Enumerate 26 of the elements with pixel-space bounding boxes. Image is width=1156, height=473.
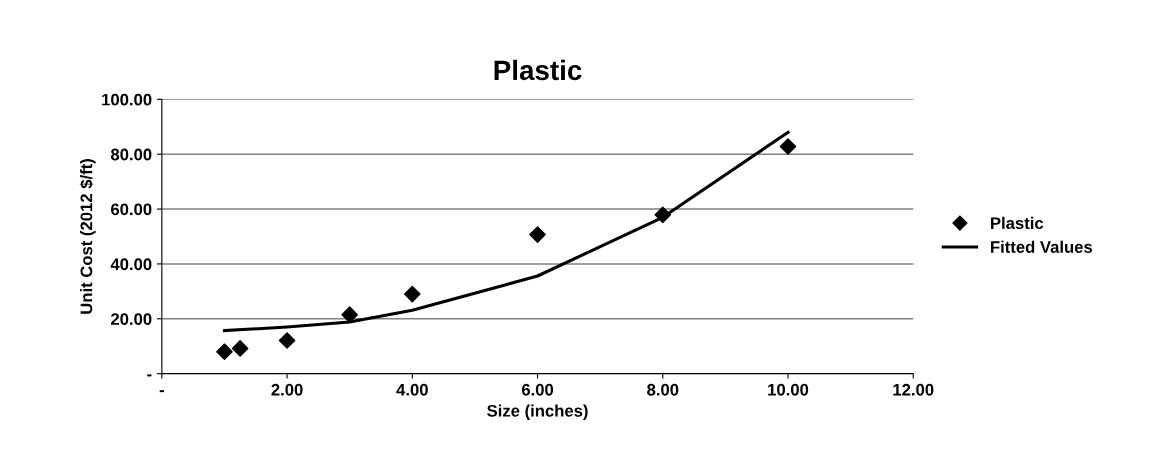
x-tick-label: 4.00 — [396, 383, 428, 396]
y-tick-label: 80.00 — [110, 148, 152, 161]
legend-label: Plastic — [991, 216, 1044, 230]
point — [216, 343, 233, 361]
line-series — [222, 130, 790, 333]
point — [779, 138, 797, 155]
y-tick-label: 60.00 — [111, 203, 152, 216]
x-tick-label: 12.00 — [893, 383, 934, 396]
chart-title: Plastic — [494, 59, 582, 81]
y-tick-label: 100.00 — [102, 93, 152, 106]
x-tick-label: 2.00 — [271, 383, 303, 396]
point — [529, 226, 546, 243]
x-tick-label: 6.00 — [521, 383, 554, 396]
point — [404, 285, 421, 303]
point — [278, 332, 296, 349]
x-tick-label: 8.00 — [647, 383, 679, 396]
x-tick-label: 10.00 — [768, 383, 809, 396]
y-axis-title: Unit Cost (2012 $/ft) — [79, 159, 96, 314]
point — [231, 340, 249, 357]
y-tick-label: 20.00 — [110, 313, 152, 326]
legend-label: Fitted Values — [991, 240, 1093, 253]
x-axis-title: Size (inches) — [487, 404, 588, 421]
y-tick-label: - — [147, 374, 152, 377]
point — [654, 206, 672, 224]
y-tick-label: 40.00 — [110, 258, 152, 271]
point — [341, 306, 358, 323]
